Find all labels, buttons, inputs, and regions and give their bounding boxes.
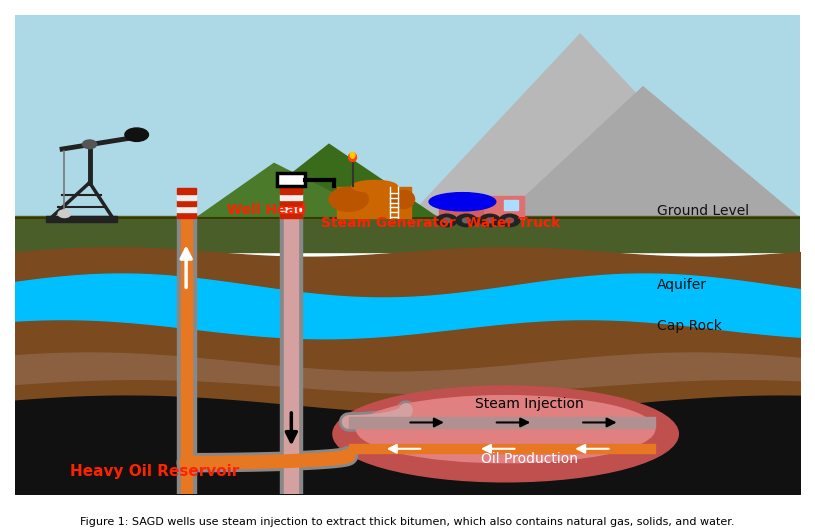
Bar xyxy=(15,216,800,252)
Text: Oil Production: Oil Production xyxy=(481,452,578,466)
Bar xyxy=(177,207,196,213)
Circle shape xyxy=(437,214,457,227)
Bar xyxy=(337,188,412,218)
Text: Aquifer: Aquifer xyxy=(657,278,707,293)
Bar xyxy=(280,194,302,200)
Bar xyxy=(280,214,302,494)
Circle shape xyxy=(456,214,477,227)
Ellipse shape xyxy=(125,128,148,142)
Bar xyxy=(46,216,117,222)
Bar xyxy=(177,216,196,494)
Circle shape xyxy=(82,140,97,148)
Bar xyxy=(181,216,192,494)
Text: Heavy Oil Reservoir: Heavy Oil Reservoir xyxy=(70,464,239,479)
Text: Cap Rock: Cap Rock xyxy=(657,319,722,332)
Circle shape xyxy=(486,218,494,223)
Bar xyxy=(280,207,302,213)
Bar xyxy=(280,200,302,206)
Polygon shape xyxy=(196,163,384,218)
Polygon shape xyxy=(408,34,753,218)
Text: Water Truck: Water Truck xyxy=(466,216,561,230)
Text: Steam Injection: Steam Injection xyxy=(475,396,584,411)
Circle shape xyxy=(480,214,500,227)
Bar xyxy=(504,200,518,210)
Ellipse shape xyxy=(393,190,415,208)
Polygon shape xyxy=(235,144,439,218)
Circle shape xyxy=(58,210,71,217)
Bar xyxy=(349,445,654,453)
FancyBboxPatch shape xyxy=(277,173,306,186)
Circle shape xyxy=(462,218,470,223)
Circle shape xyxy=(500,214,520,227)
Bar xyxy=(177,213,196,218)
Bar xyxy=(284,214,298,494)
Ellipse shape xyxy=(429,192,496,211)
Bar xyxy=(280,213,302,218)
Circle shape xyxy=(443,218,451,223)
Bar xyxy=(15,420,800,494)
Polygon shape xyxy=(502,87,800,218)
Text: Ground Level: Ground Level xyxy=(657,204,749,218)
Ellipse shape xyxy=(349,153,356,162)
Text: Figure 1: SAGD wells use steam injection to extract thick bitumen, which also co: Figure 1: SAGD wells use steam injection… xyxy=(80,517,735,527)
Bar xyxy=(177,200,196,206)
Circle shape xyxy=(505,218,513,223)
Bar xyxy=(177,194,196,200)
Text: Steam Generator: Steam Generator xyxy=(320,216,456,230)
Ellipse shape xyxy=(352,180,397,192)
Ellipse shape xyxy=(350,153,355,158)
FancyBboxPatch shape xyxy=(480,196,524,219)
Bar xyxy=(15,15,800,218)
Bar xyxy=(349,417,654,428)
Text: Well Head: Well Head xyxy=(227,202,306,217)
Bar xyxy=(439,207,482,216)
Circle shape xyxy=(329,188,368,211)
Bar xyxy=(280,188,302,193)
Ellipse shape xyxy=(333,386,678,482)
Bar xyxy=(177,188,196,193)
Ellipse shape xyxy=(356,396,654,463)
